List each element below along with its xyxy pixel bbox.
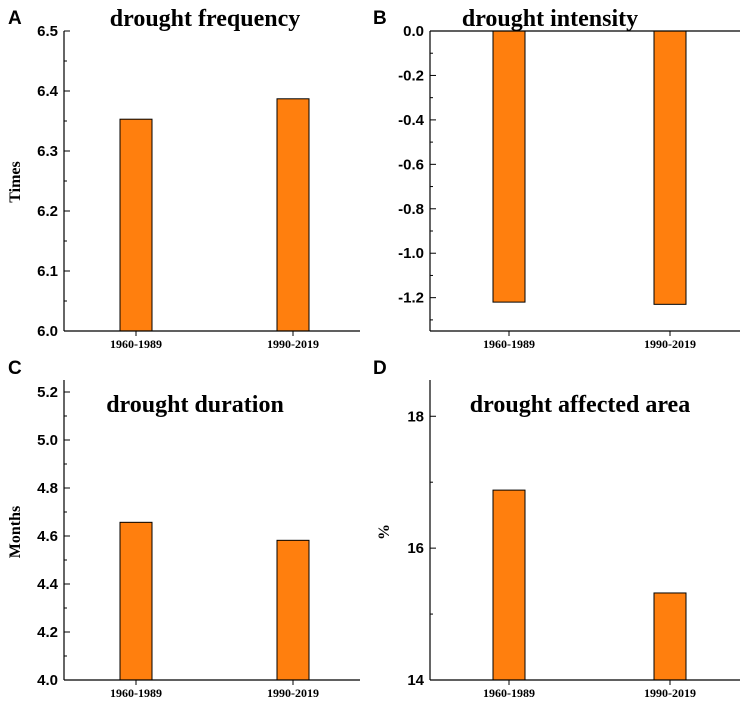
y-tick-label-c-3: 4.4 <box>37 576 59 593</box>
bar-b-2 <box>653 30 687 305</box>
y-tick-label-a-6: 6.5 <box>37 23 58 40</box>
y-axis-label-d: % <box>376 524 393 540</box>
bar-c-1 <box>119 521 153 681</box>
chart-title-b: drought intensity <box>462 6 638 32</box>
bar-a-2 <box>276 98 310 332</box>
panel-b: B drought intensity 0.0 -0.2 -0.4 -0.6 -0.8 -… <box>373 6 740 351</box>
chart-title-d: drought affected area <box>470 392 690 418</box>
y-tick-label-d-2: 16 <box>407 540 424 557</box>
panel-c: C drought duration Months 4.0 4.2 4.4 4.6 4.… <box>7 358 360 700</box>
chart-title-a: drought frequency <box>110 6 300 32</box>
y-tick-label-b-2: -0.2 <box>398 67 424 84</box>
panel-a: A drought frequency Times 6.0 6.1 6.2 6.3 6.… <box>7 6 360 351</box>
panel-letter-a: A <box>8 8 22 29</box>
panel-letter-b: B <box>373 8 387 29</box>
x-tick-label-c-1: 1960-1989 <box>110 686 162 700</box>
y-tick-label-b-7: -1.2 <box>398 290 424 307</box>
y-tick-label-c-4: 4.6 <box>37 528 58 545</box>
y-tick-label-d-1: 14 <box>407 672 424 689</box>
bar-b-1 <box>492 30 526 303</box>
panel-letter-c: C <box>8 358 22 379</box>
y-tick-label-c-5: 4.8 <box>37 480 58 497</box>
bar-d-2 <box>653 592 687 681</box>
y-tick-label-c-1: 4.0 <box>37 672 58 689</box>
bar-c-2 <box>276 539 310 681</box>
y-tick-label-b-4: -0.6 <box>398 156 424 173</box>
x-tick-label-d-2: 1990-2019 <box>644 686 696 700</box>
bar-a-1 <box>119 118 153 332</box>
y-tick-label-c-2: 4.2 <box>37 624 58 641</box>
y-tick-label-a-1: 6.0 <box>37 323 58 340</box>
y-tick-label-c-7: 5.2 <box>37 384 58 401</box>
panel-letter-d: D <box>373 358 387 379</box>
x-tick-label-b-2: 1990-2019 <box>644 337 696 351</box>
y-tick-label-c-6: 5.0 <box>37 432 58 449</box>
y-tick-label-b-1: 0.0 <box>403 23 424 40</box>
y-tick-label-b-5: -0.8 <box>398 201 424 218</box>
x-tick-label-a-2: 1990-2019 <box>267 337 319 351</box>
y-tick-label-a-4: 6.3 <box>37 143 58 160</box>
x-tick-label-d-1: 1960-1989 <box>483 686 535 700</box>
y-tick-label-a-3: 6.2 <box>37 203 58 220</box>
x-tick-label-c-2: 1990-2019 <box>267 686 319 700</box>
y-axis-label-a: Times <box>7 161 24 202</box>
y-tick-label-b-6: -1.0 <box>398 245 424 262</box>
y-tick-label-d-3: 18 <box>407 408 424 425</box>
bar-d-1 <box>492 489 526 681</box>
x-tick-label-b-1: 1960-1989 <box>483 337 535 351</box>
y-axis-label-c: Months <box>7 506 24 558</box>
y-tick-label-b-3: -0.4 <box>398 112 425 129</box>
x-tick-label-a-1: 1960-1989 <box>110 337 162 351</box>
panel-d: D drought affected area % 14 16 18 1960-198… <box>373 358 740 700</box>
y-tick-label-a-2: 6.1 <box>37 263 58 280</box>
chart-title-c: drought duration <box>106 392 284 418</box>
y-tick-label-a-5: 6.4 <box>37 83 59 100</box>
